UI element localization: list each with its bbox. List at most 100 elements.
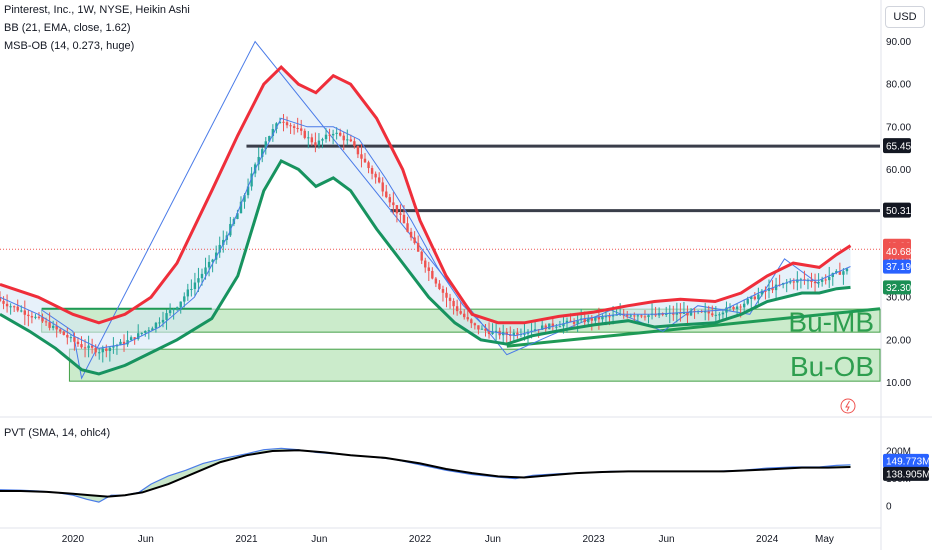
candle-body	[388, 197, 392, 203]
candle-body	[516, 332, 519, 335]
candle-body	[583, 318, 586, 323]
candle-body	[420, 251, 423, 261]
candle-body	[817, 281, 820, 284]
candle-body	[402, 214, 406, 224]
candle-body	[796, 279, 799, 283]
candle-body	[363, 158, 367, 163]
candle-body	[317, 140, 321, 146]
candle-body	[434, 278, 438, 284]
candle-body	[704, 311, 707, 313]
trendline	[506, 307, 881, 348]
candle-body	[452, 300, 455, 307]
level-tag-65.45	[883, 138, 911, 154]
candle-body	[845, 268, 849, 272]
candle-body	[62, 331, 65, 335]
candle-body	[548, 323, 551, 330]
candle-body	[282, 121, 285, 123]
candle-body	[161, 319, 165, 323]
y-tick-label: 20.00	[886, 335, 911, 346]
candle-body	[820, 279, 824, 282]
candle-body	[540, 325, 544, 330]
candle-body	[711, 313, 714, 316]
alert-icon[interactable]	[840, 398, 856, 414]
candle-body	[633, 315, 636, 317]
candle-body	[374, 173, 377, 178]
candle-body	[193, 282, 197, 289]
candle-body	[300, 128, 303, 131]
x-tick-label: Jun	[658, 534, 674, 545]
candle-body	[165, 313, 168, 320]
candle-body	[83, 347, 87, 349]
candle-body	[5, 303, 9, 307]
candle-body	[349, 139, 353, 142]
candle-body	[480, 328, 484, 330]
candle-body	[565, 320, 569, 324]
candle-body	[576, 320, 579, 324]
candle-body	[505, 332, 508, 335]
candle-body	[594, 316, 597, 321]
candle-body	[222, 239, 225, 245]
candle-body	[459, 311, 462, 314]
candle-body	[757, 294, 760, 300]
candle-body	[558, 326, 562, 328]
candle-body	[137, 333, 140, 340]
candle-body	[243, 195, 246, 202]
candle-body	[416, 243, 420, 252]
pvt-fill	[0, 448, 851, 503]
candle-body	[813, 281, 817, 284]
candle-body	[792, 281, 795, 283]
candle-body	[682, 312, 686, 314]
level-tag-50.31	[883, 202, 911, 218]
candle-body	[236, 213, 239, 219]
x-tick-label: 2020	[62, 534, 85, 545]
candle-body	[448, 297, 452, 301]
candle-body	[296, 127, 299, 129]
pvt-sma-line	[0, 449, 851, 498]
candle-body	[94, 347, 97, 353]
candle-body	[611, 314, 615, 317]
candle-body	[675, 312, 679, 315]
candle-body	[257, 156, 260, 165]
candle-body	[494, 330, 498, 332]
x-tick-label: 2021	[235, 534, 258, 545]
candle-body	[753, 296, 757, 300]
x-tick-label: Jun	[138, 534, 154, 545]
candle-body	[626, 314, 629, 316]
x-tick-label: 2023	[582, 534, 605, 545]
pvt-value-label: 138.905M	[886, 469, 930, 480]
candle-body	[122, 341, 126, 345]
candle-body	[587, 318, 590, 323]
candle-body	[324, 134, 328, 140]
candle-body	[824, 279, 827, 281]
candle-body	[714, 314, 718, 316]
candle-body	[572, 321, 576, 324]
candle-body	[679, 312, 682, 314]
candle-body	[105, 348, 108, 352]
candle-body	[261, 149, 264, 157]
candle-body	[147, 330, 151, 332]
candle-body	[413, 237, 416, 244]
legend-msb-ob: MSB-OB (14, 0.273, huge)	[4, 40, 135, 52]
candle-body	[342, 135, 345, 141]
candle-body	[487, 330, 491, 335]
candle-body	[629, 315, 632, 317]
candle-body	[98, 352, 101, 354]
bb-band-fill	[0, 67, 851, 374]
candle-body	[643, 316, 647, 318]
candle-body	[665, 313, 668, 315]
candle-body	[395, 205, 399, 214]
candle-body	[12, 306, 16, 308]
y-tick-label: 30.00	[886, 293, 911, 304]
candle-body	[431, 270, 434, 279]
candle-body	[385, 191, 388, 198]
x-tick-label: May	[815, 534, 834, 545]
candle-body	[204, 267, 207, 274]
candle-body	[360, 154, 363, 159]
candle-body	[197, 278, 200, 283]
candle-body	[168, 310, 172, 314]
currency-button[interactable]: USD	[885, 6, 925, 28]
candle-body	[207, 261, 211, 268]
candle-body	[590, 318, 594, 321]
candle-body	[16, 306, 19, 311]
